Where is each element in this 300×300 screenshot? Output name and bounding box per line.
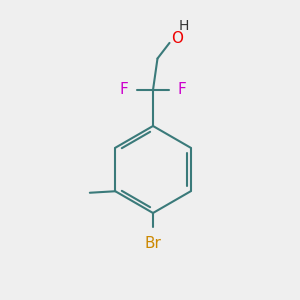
Text: F: F bbox=[178, 82, 187, 98]
Text: O: O bbox=[171, 31, 183, 46]
Text: H: H bbox=[178, 20, 189, 33]
Text: F: F bbox=[119, 82, 128, 98]
Text: Br: Br bbox=[145, 236, 161, 251]
